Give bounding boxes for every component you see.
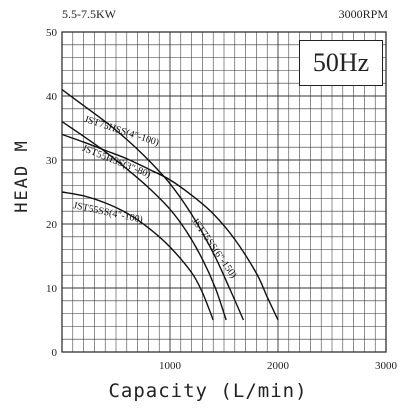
y-tick-label: 20 xyxy=(46,219,58,231)
power-range-label: 5.5-7.5KW xyxy=(62,7,116,21)
frequency-box: 50Hz xyxy=(299,40,383,86)
pump-curve-2 xyxy=(61,121,227,321)
pump-curve-3 xyxy=(61,133,279,321)
y-tick-label: 0 xyxy=(52,347,58,359)
tick-labels: 0 10 20 30 40 50 1000 2000 3000 xyxy=(46,27,398,372)
pump-curve-4 xyxy=(61,191,214,321)
y-axis-title: HEAD M xyxy=(12,139,32,213)
curve-labels: JST75HSS(4"-100)JST55HSS(3"-80)JST75SS(6… xyxy=(72,114,239,280)
speed-label: 3000RPM xyxy=(338,7,388,21)
grid-lines xyxy=(62,32,386,352)
pump-curves xyxy=(61,89,279,321)
y-tick-label: 10 xyxy=(46,283,58,295)
x-axis-title: Capacity (L/min) xyxy=(108,380,308,402)
y-tick-label: 50 xyxy=(46,27,58,39)
y-tick-label: 30 xyxy=(46,155,58,167)
pump-curve-1 xyxy=(61,89,245,321)
y-tick-label: 40 xyxy=(46,91,58,103)
x-tick-label: 2000 xyxy=(267,360,290,372)
x-tick-label: 3000 xyxy=(375,360,398,372)
x-tick-label: 1000 xyxy=(159,360,182,372)
